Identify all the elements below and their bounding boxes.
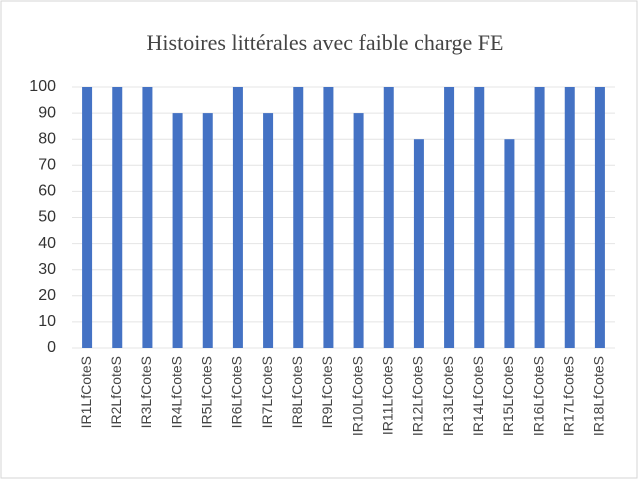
bar (413, 139, 424, 348)
x-tick-label: IR5LfCoteS (198, 356, 214, 428)
y-tick-label: 90 (38, 104, 56, 121)
bar (232, 87, 243, 348)
bar (323, 87, 334, 348)
x-tick-label: IR13LfCoteS (440, 356, 456, 436)
x-tick-label: IR15LfCoteS (500, 356, 516, 436)
x-tick-label: IR4LfCoteS (168, 356, 184, 428)
x-tick-label: IR3LfCoteS (138, 356, 154, 428)
y-tick-label: 20 (38, 287, 56, 304)
y-tick-label: 80 (38, 130, 56, 147)
y-tick-label: 70 (38, 157, 56, 174)
bar (594, 87, 605, 348)
bar (564, 87, 575, 348)
bar (444, 87, 455, 348)
bar (383, 87, 394, 348)
x-tick-label: IR8LfCoteS (289, 356, 305, 428)
x-tick-label: IR17LfCoteS (560, 356, 576, 436)
x-tick-label: IR9LfCoteS (319, 356, 335, 428)
bar (112, 87, 123, 348)
x-tick-label: IR18LfCoteS (591, 356, 607, 436)
y-tick-label: 60 (38, 183, 56, 200)
chart-title: Histoires littérales avec faible charge … (147, 30, 504, 55)
x-tick-label: IR1LfCoteS (78, 356, 94, 428)
bar (474, 87, 485, 348)
bar (263, 113, 274, 348)
x-tick-label: IR6LfCoteS (229, 356, 245, 428)
x-tick-label: IR7LfCoteS (259, 356, 275, 428)
y-tick-label: 0 (47, 339, 56, 356)
y-tick-label: 40 (38, 235, 56, 252)
x-tick-label: IR16LfCoteS (530, 356, 546, 436)
bar (293, 87, 304, 348)
bar (202, 113, 213, 348)
x-tick-label: IR2LfCoteS (108, 356, 124, 428)
bar (353, 113, 364, 348)
bar (534, 87, 545, 348)
y-tick-label: 30 (38, 261, 56, 278)
bar (504, 139, 515, 348)
x-tick-label: IR11LfCoteS (379, 356, 395, 435)
y-tick-label: 50 (38, 209, 56, 226)
y-tick-label: 10 (38, 313, 56, 330)
y-tick-label: 100 (29, 78, 56, 95)
x-tick-label: IR12LfCoteS (410, 356, 426, 436)
bar (172, 113, 183, 348)
bar (82, 87, 93, 348)
x-tick-label: IR10LfCoteS (349, 356, 365, 436)
x-tick-label: IR14LfCoteS (470, 356, 486, 436)
bar (142, 87, 153, 348)
